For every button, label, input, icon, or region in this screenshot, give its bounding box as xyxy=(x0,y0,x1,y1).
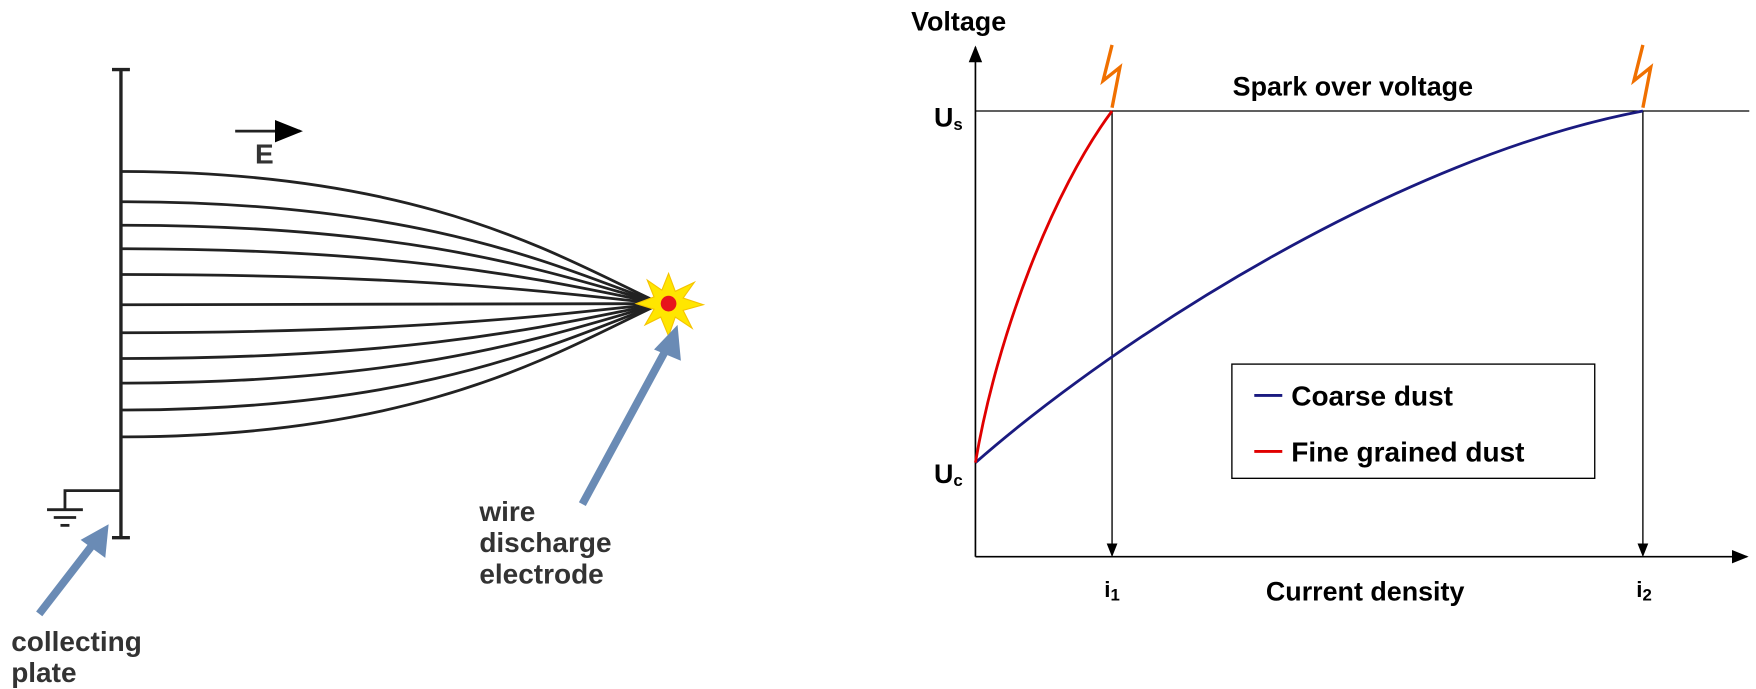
electrode-label: electrode xyxy=(479,559,603,590)
field-label: E xyxy=(255,139,274,170)
field-line xyxy=(121,275,661,304)
label-sub: 1 xyxy=(1110,585,1119,604)
spark-label: Spark over voltage xyxy=(1233,71,1473,101)
field-line xyxy=(121,304,661,437)
label-sub: s xyxy=(953,115,962,134)
field-line xyxy=(121,304,661,333)
field-diagram: E wire discharge electrode collecting pl… xyxy=(11,70,703,689)
fine-curve xyxy=(975,111,1112,463)
field-line xyxy=(121,304,661,305)
spark-bolt xyxy=(1634,45,1651,108)
label-main: U xyxy=(934,459,953,489)
diagram: E wire discharge electrode collecting pl… xyxy=(0,0,1756,689)
y-axis-label: Voltage xyxy=(911,6,1006,36)
field-line xyxy=(121,171,661,303)
uc-label: Uc xyxy=(934,459,963,490)
label-sub: c xyxy=(953,471,962,490)
discharge-electrode xyxy=(661,296,677,312)
us-label: Us xyxy=(934,103,963,134)
ground-symbol xyxy=(47,510,83,526)
i2-label: i2 xyxy=(1636,577,1652,604)
x-axis-label: Current density xyxy=(1266,576,1465,606)
electrode-label: discharge xyxy=(479,527,611,558)
plate-label: collecting xyxy=(11,626,142,657)
plate-label: plate xyxy=(11,657,76,688)
label-main: U xyxy=(934,103,953,133)
legend-label: Fine grained dust xyxy=(1291,437,1524,468)
ground-wire xyxy=(65,491,121,510)
electrode-label: wire xyxy=(478,496,535,527)
field-lines xyxy=(121,171,661,436)
i1-label: i1 xyxy=(1104,577,1120,604)
voltage-chart: Voltage Spark over voltage Current densi… xyxy=(911,6,1749,606)
label-sub: 2 xyxy=(1642,585,1651,604)
plate-pointer xyxy=(39,540,96,614)
legend-label: Coarse dust xyxy=(1291,381,1453,412)
spark-bolt xyxy=(1103,45,1120,108)
electrode-pointer xyxy=(582,343,669,504)
